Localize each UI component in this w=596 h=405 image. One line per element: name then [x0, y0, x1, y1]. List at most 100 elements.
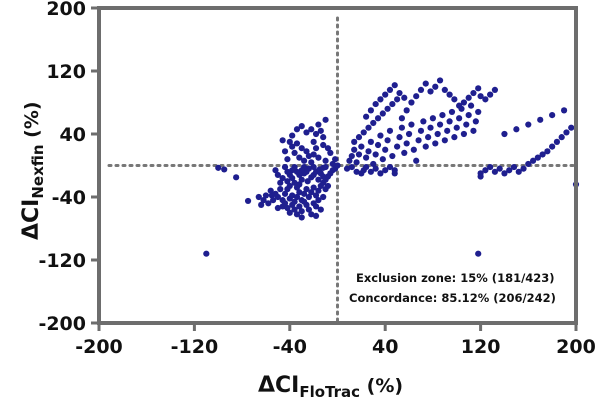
- data-point: [293, 126, 301, 133]
- data-point: [289, 201, 296, 208]
- data-point: [324, 145, 332, 152]
- data-point: [401, 149, 408, 156]
- data-point: [374, 115, 382, 122]
- data-point: [315, 176, 322, 183]
- data-point: [298, 167, 305, 174]
- data-point: [384, 137, 391, 144]
- data-point: [408, 121, 415, 128]
- data-point: [203, 250, 210, 257]
- data-point: [215, 164, 222, 171]
- y-tick-label: 120: [46, 61, 86, 83]
- data-point: [441, 86, 448, 93]
- data-points: [203, 77, 580, 257]
- data-point: [475, 85, 482, 92]
- data-point: [329, 160, 336, 168]
- data-point: [441, 137, 448, 144]
- data-point: [394, 143, 401, 150]
- axes: [91, 6, 578, 331]
- data-point: [475, 108, 482, 116]
- data-point: [301, 190, 308, 197]
- data-point: [281, 190, 289, 197]
- data-point: [475, 250, 482, 257]
- annotation-exclusion-zone: Exclusion zone: 15% (181/423): [356, 271, 555, 285]
- x-tick-label: 200: [556, 336, 596, 358]
- data-point: [291, 206, 298, 213]
- data-point: [372, 151, 379, 158]
- data-point: [262, 192, 270, 199]
- data-point: [298, 176, 305, 183]
- data-point: [391, 170, 398, 177]
- data-point: [477, 93, 484, 100]
- data-point: [270, 197, 277, 204]
- data-point: [506, 167, 513, 174]
- data-point: [312, 203, 320, 210]
- data-point: [367, 168, 374, 175]
- data-point: [317, 127, 324, 134]
- data-point: [405, 130, 413, 138]
- data-point: [363, 163, 370, 171]
- data-point: [308, 211, 315, 218]
- data-point: [370, 160, 377, 168]
- data-point: [558, 134, 565, 141]
- y-axis-title-main: ΔCI: [19, 199, 44, 240]
- data-point: [353, 168, 360, 175]
- data-point: [413, 93, 420, 100]
- y-tick-label: -40: [52, 187, 86, 209]
- data-point: [310, 184, 317, 191]
- data-point: [303, 129, 310, 136]
- data-point: [277, 179, 284, 186]
- data-point: [465, 94, 472, 101]
- data-point: [281, 148, 289, 155]
- data-point: [456, 115, 463, 122]
- data-point: [501, 170, 508, 177]
- data-point: [312, 192, 320, 199]
- data-point: [293, 168, 301, 175]
- data-point: [255, 193, 262, 201]
- data-point: [470, 127, 477, 134]
- data-point: [303, 148, 310, 155]
- data-point: [353, 159, 360, 166]
- data-point: [312, 130, 320, 138]
- y-axis-title-unit: (%): [21, 101, 43, 144]
- data-point: [396, 89, 403, 97]
- data-point: [363, 154, 370, 161]
- data-point: [398, 124, 405, 131]
- x-tick-label: -40: [273, 336, 307, 358]
- data-point: [549, 143, 556, 150]
- data-point: [470, 89, 477, 97]
- data-point: [327, 149, 334, 156]
- data-point: [355, 134, 363, 141]
- data-point: [529, 157, 537, 164]
- data-point: [384, 105, 391, 112]
- data-point: [274, 171, 281, 179]
- data-point: [377, 96, 384, 103]
- x-tick-label: 120: [461, 336, 501, 358]
- data-point: [365, 124, 372, 131]
- data-point: [501, 130, 508, 138]
- data-point: [348, 152, 355, 160]
- data-point: [315, 187, 322, 194]
- data-point: [312, 212, 320, 219]
- y-tick-label: -120: [38, 250, 86, 272]
- data-point: [289, 132, 296, 139]
- data-point: [463, 121, 470, 128]
- data-point: [272, 167, 279, 174]
- data-point: [382, 146, 389, 153]
- data-point: [315, 197, 322, 204]
- data-point: [510, 163, 518, 171]
- data-point: [324, 182, 332, 190]
- data-point: [439, 112, 446, 119]
- data-point: [460, 130, 468, 138]
- data-point: [482, 167, 489, 174]
- data-point: [358, 143, 365, 150]
- data-point: [477, 173, 484, 180]
- data-point: [482, 96, 489, 103]
- data-point: [560, 107, 568, 114]
- data-point: [308, 159, 315, 166]
- data-point: [308, 189, 315, 196]
- data-point: [265, 200, 272, 207]
- data-point: [289, 167, 296, 174]
- x-axis-title-main: ΔCI: [258, 373, 299, 398]
- y-axis-title-group: ΔCINexfin (%): [19, 101, 47, 240]
